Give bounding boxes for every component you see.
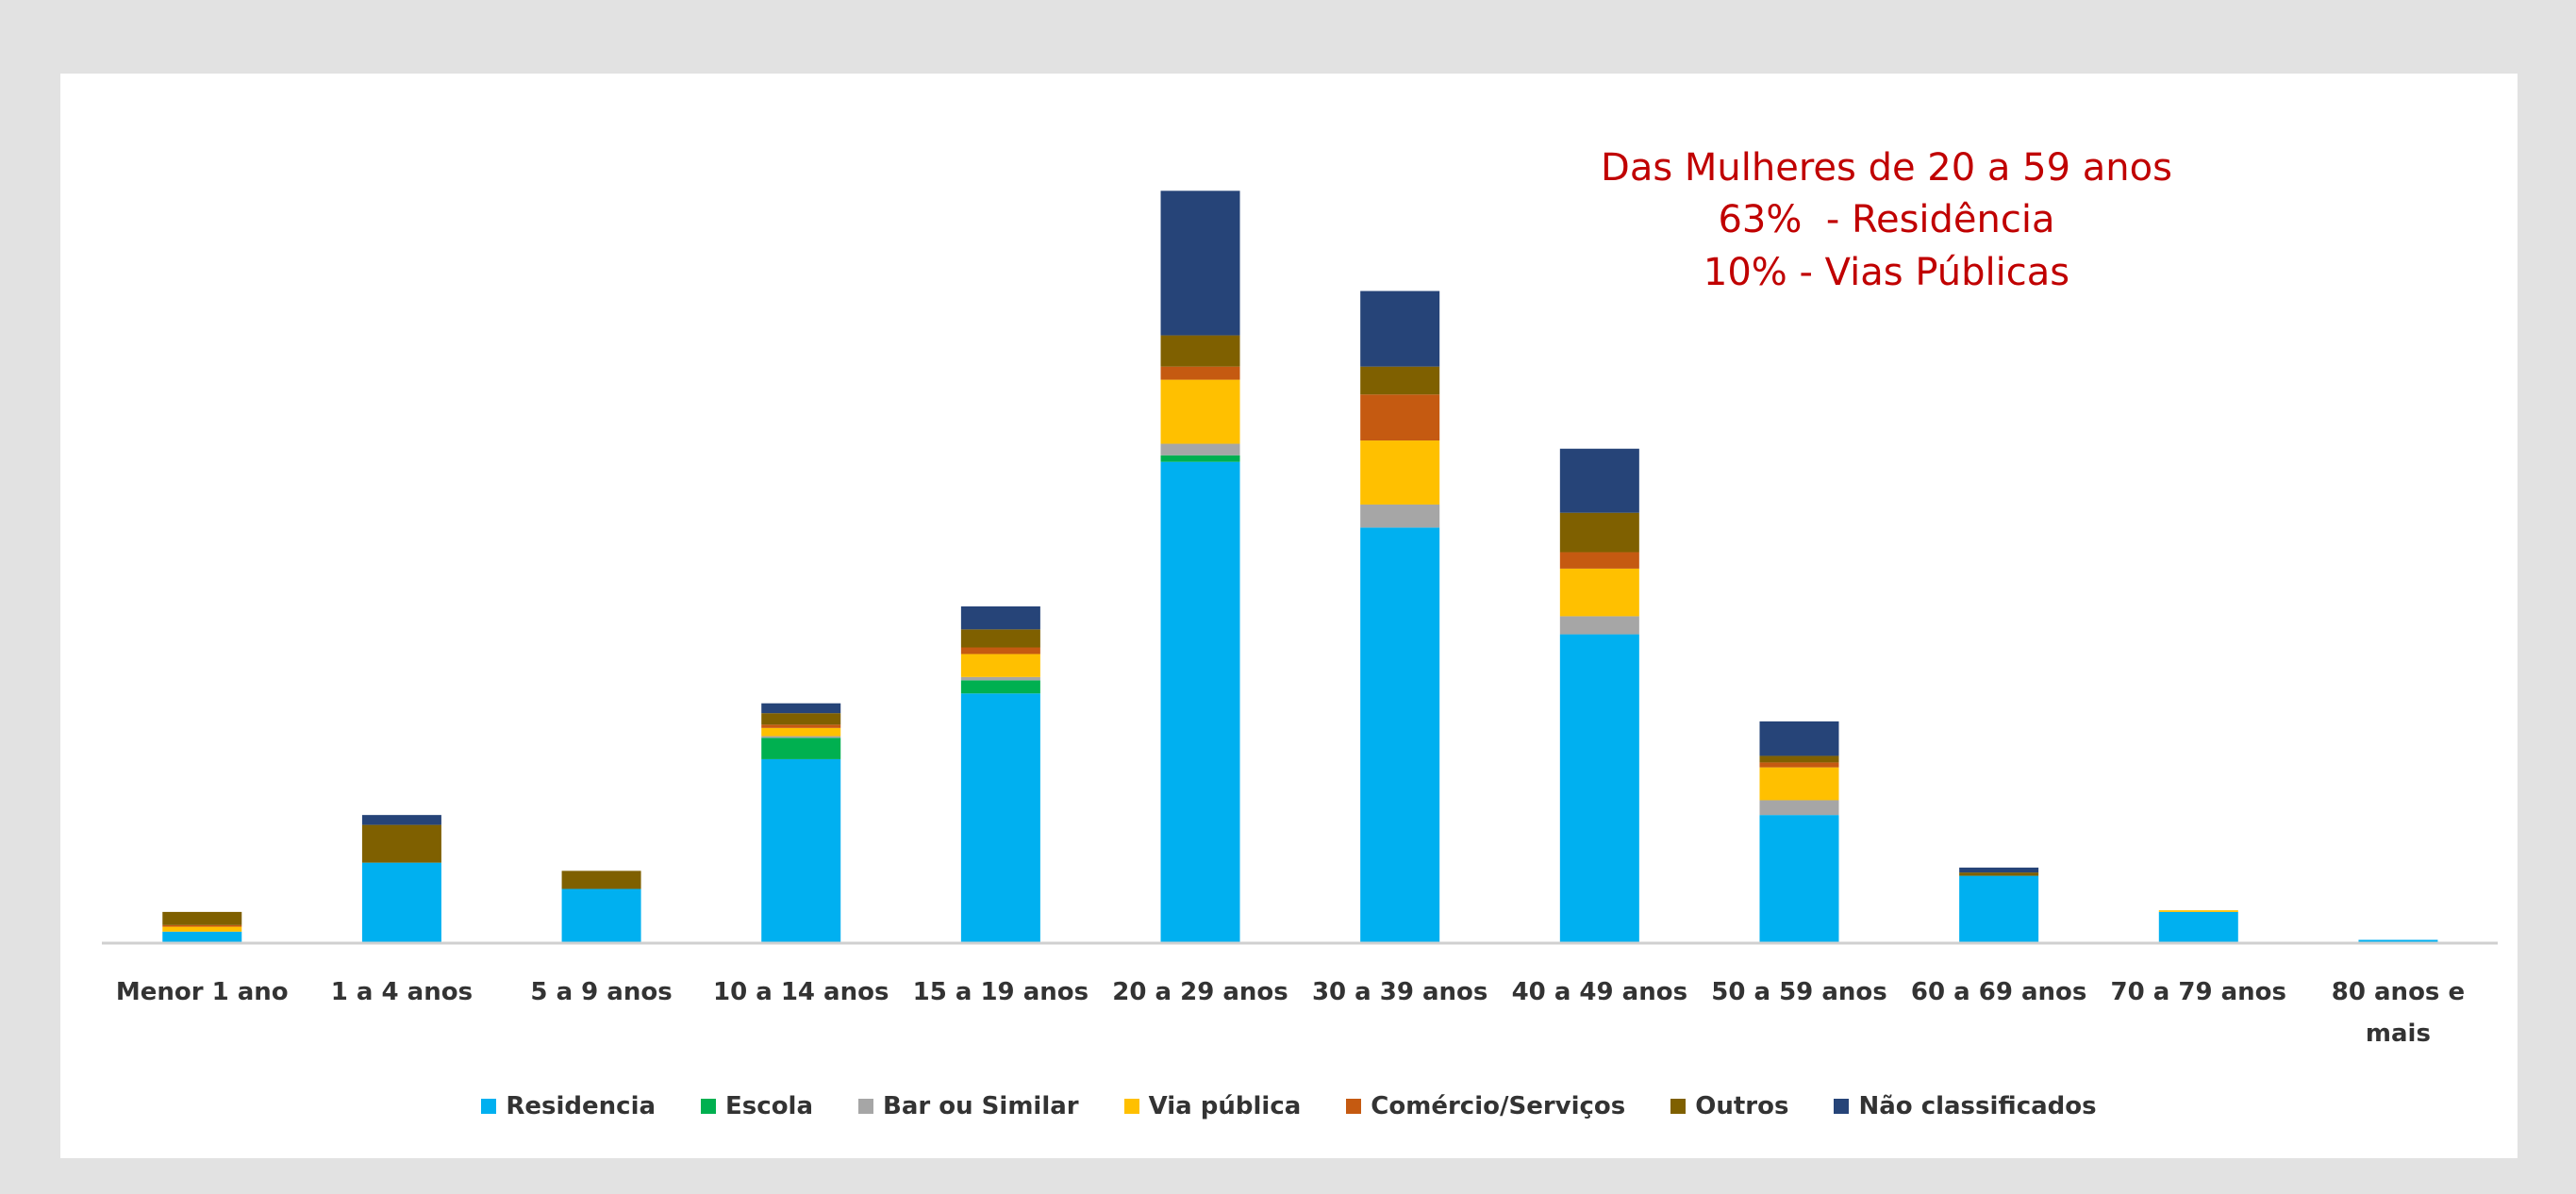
bar-segment bbox=[1360, 366, 1440, 395]
bar-segment bbox=[960, 629, 1040, 648]
bar-segment bbox=[960, 654, 1040, 677]
bar-segment bbox=[1360, 290, 1440, 367]
x-tick-label: 1 a 4 anos bbox=[330, 978, 474, 1006]
bar-segment bbox=[1559, 448, 1639, 513]
bar-segment bbox=[1160, 455, 1240, 462]
bar-segment bbox=[761, 724, 841, 728]
x-tick-label: 40 a 49 anos bbox=[1511, 978, 1688, 1006]
annotation: Das Mulheres de 20 a 59 anos bbox=[1601, 146, 2172, 190]
bar-segment bbox=[1360, 527, 1440, 943]
bar-segment bbox=[1160, 366, 1240, 380]
bar-segment bbox=[162, 931, 242, 943]
bar-segment bbox=[1759, 767, 1839, 801]
legend-item: Via pública bbox=[1123, 1092, 1302, 1120]
legend-label: Via pública bbox=[1148, 1092, 1302, 1120]
bar-segment bbox=[162, 926, 242, 932]
bar-segment bbox=[1360, 504, 1440, 528]
x-tick-label: 10 a 14 anos bbox=[712, 978, 889, 1006]
bar-segment bbox=[960, 693, 1040, 943]
panel bbox=[60, 74, 2518, 1158]
bar-segment bbox=[960, 647, 1040, 655]
legend-label: Escola bbox=[725, 1092, 814, 1120]
bar-segment bbox=[162, 911, 242, 925]
x-tick-label: 30 a 39 anos bbox=[1311, 978, 1488, 1006]
legend: Residencia Escola Bar ou Similar Via públic… bbox=[60, 1092, 2518, 1120]
bar-segment bbox=[561, 871, 641, 889]
bar-segment bbox=[1959, 867, 2039, 873]
bar-segment bbox=[1959, 872, 2039, 876]
x-tick-label: 20 a 29 anos bbox=[1112, 978, 1288, 1006]
bar-segment bbox=[1360, 394, 1440, 441]
legend-item: Residencia bbox=[481, 1092, 656, 1120]
legend-swatch bbox=[1346, 1099, 1362, 1114]
legend-swatch bbox=[858, 1099, 874, 1114]
bar-segment bbox=[1759, 721, 1839, 756]
bar-segment bbox=[1160, 191, 1240, 336]
legend-swatch bbox=[1670, 1099, 1687, 1114]
legend-item: Comércio/Serviços bbox=[1346, 1092, 1625, 1120]
x-tick-label: 15 a 19 anos bbox=[912, 978, 1089, 1006]
bar-segment bbox=[960, 680, 1040, 694]
legend-label: Outros bbox=[1695, 1092, 1789, 1120]
x-tick-label: 60 a 69 anos bbox=[1910, 978, 2087, 1006]
legend-swatch bbox=[1123, 1099, 1139, 1114]
legend-label: Não classificados bbox=[1858, 1092, 2097, 1120]
x-tick-label: Menor 1 ano bbox=[115, 978, 289, 1006]
bar-segment bbox=[1160, 335, 1240, 367]
bar-segment bbox=[761, 703, 841, 714]
bar-segment bbox=[1160, 379, 1240, 444]
bar-segment bbox=[2358, 939, 2438, 943]
legend-swatch bbox=[481, 1099, 497, 1114]
legend-swatch bbox=[1834, 1099, 1850, 1114]
bar-segment bbox=[1360, 440, 1440, 505]
legend-swatch bbox=[701, 1099, 717, 1114]
x-tick-label: 70 a 79 anos bbox=[2110, 978, 2287, 1006]
bar-segment bbox=[761, 713, 841, 725]
x-tick-label: 50 a 59 anos bbox=[1711, 978, 1887, 1006]
bar-segment bbox=[1959, 875, 2039, 943]
bar-segment bbox=[1559, 634, 1639, 943]
bar-segment bbox=[761, 738, 841, 759]
bar-segment bbox=[162, 924, 242, 927]
legend-label: Residencia bbox=[506, 1092, 656, 1120]
x-tick-label: 80 anos e mais bbox=[2331, 978, 2466, 1048]
legend-item: Não classificados bbox=[1834, 1092, 2097, 1120]
bar-segment bbox=[361, 862, 441, 943]
bar-segment bbox=[1559, 552, 1639, 569]
bar-segment bbox=[361, 824, 441, 863]
bar-segment bbox=[1559, 512, 1639, 553]
bar-segment bbox=[960, 676, 1040, 681]
legend-item: Outros bbox=[1670, 1092, 1788, 1120]
bar-segment bbox=[2158, 910, 2238, 912]
bar-segment bbox=[960, 605, 1040, 630]
bar-segment bbox=[1559, 616, 1639, 635]
bar-segment bbox=[1759, 762, 1839, 768]
bar-segment bbox=[761, 758, 841, 943]
bar-segment bbox=[761, 736, 841, 738]
legend-label: Bar ou Similar bbox=[883, 1092, 1079, 1120]
bar-segment bbox=[1160, 443, 1240, 456]
legend-item: Escola bbox=[701, 1092, 813, 1120]
bar-segment bbox=[361, 815, 441, 825]
bar-segment bbox=[1759, 815, 1839, 943]
x-tick-label: 5 a 9 anos bbox=[530, 978, 673, 1006]
bar-segment bbox=[1759, 755, 1839, 763]
annotation: 10% - Vias Públicas bbox=[1703, 251, 2070, 294]
bar-segment bbox=[1559, 568, 1639, 617]
bar-segment bbox=[761, 727, 841, 737]
legend-label: Comércio/Serviços bbox=[1371, 1092, 1626, 1120]
bar-segment bbox=[561, 888, 641, 943]
legend-item: Bar ou Similar bbox=[858, 1092, 1079, 1120]
bar-segment bbox=[1759, 800, 1839, 816]
bar-segment bbox=[2158, 911, 2238, 943]
annotation: 63% - Residência bbox=[1718, 198, 2055, 241]
bar-segment bbox=[1160, 461, 1240, 943]
